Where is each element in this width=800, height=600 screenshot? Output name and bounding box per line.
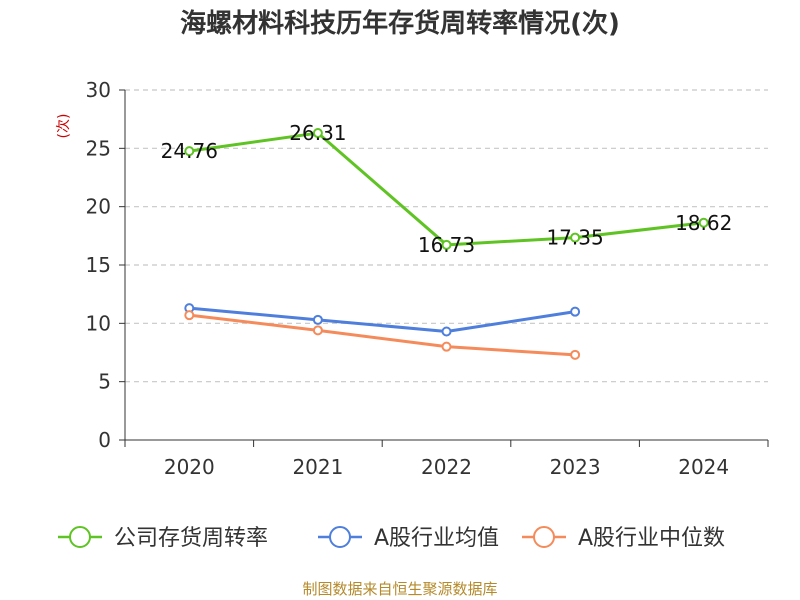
data-point: [441, 326, 452, 337]
y-tick-label: 30: [86, 78, 111, 102]
legend-marker: [329, 526, 351, 548]
series-line: [187, 131, 706, 247]
y-axis-unit: (次): [56, 114, 72, 139]
data-label-layer: 24.76 26.31 16.73 17.35 18.62: [161, 121, 733, 257]
data-point: [570, 306, 581, 317]
x-tick-label: 2023: [550, 455, 601, 479]
legend: 公司存货周转率 A股行业均值 A股行业中位数: [58, 526, 725, 551]
data-label: 17.35: [546, 226, 603, 250]
y-tick-label: 0: [98, 428, 111, 452]
x-tick-label: 2024: [678, 455, 729, 479]
data-point: [570, 349, 581, 360]
data-point: [312, 325, 323, 336]
legend-label: A股行业均值: [374, 526, 499, 551]
chart-title: 海螺材料科技历年存货周转率情况(次): [180, 8, 620, 39]
series-line: [187, 313, 577, 357]
legend-label: 公司存货周转率: [114, 526, 268, 551]
data-label: 24.76: [161, 139, 218, 163]
legend-label: A股行业中位数: [578, 526, 725, 551]
data-point: [698, 217, 709, 228]
series-layer: [184, 128, 709, 360]
data-point: [570, 232, 581, 243]
x-tick-label: 2022: [421, 455, 472, 479]
x-tick-label: 2020: [164, 455, 215, 479]
data-label: 26.31: [289, 121, 346, 145]
x-tick-label: 2021: [292, 455, 343, 479]
y-tick-label: 15: [86, 253, 111, 277]
grid: [125, 89, 768, 383]
source-note: 制图数据来自恒生聚源数据库: [302, 580, 497, 598]
y-tick-label: 20: [86, 195, 111, 219]
y-tick-label: 25: [86, 136, 111, 160]
data-point: [441, 239, 452, 250]
data-point: [184, 310, 195, 321]
y-tick-label: 5: [98, 370, 111, 394]
data-point: [312, 314, 323, 325]
legend-marker: [69, 526, 91, 548]
data-point: [184, 146, 195, 157]
data-point: [312, 128, 323, 139]
legend-marker: [533, 526, 555, 548]
series-line: [187, 306, 577, 333]
data-label: 18.62: [675, 211, 732, 235]
data-point: [441, 341, 452, 352]
axes: 0 5 10 15 20 25 30 2020 2021 2022 2023 2024: [86, 78, 769, 479]
data-label: 16.73: [418, 233, 475, 257]
y-tick-label: 10: [86, 311, 111, 335]
